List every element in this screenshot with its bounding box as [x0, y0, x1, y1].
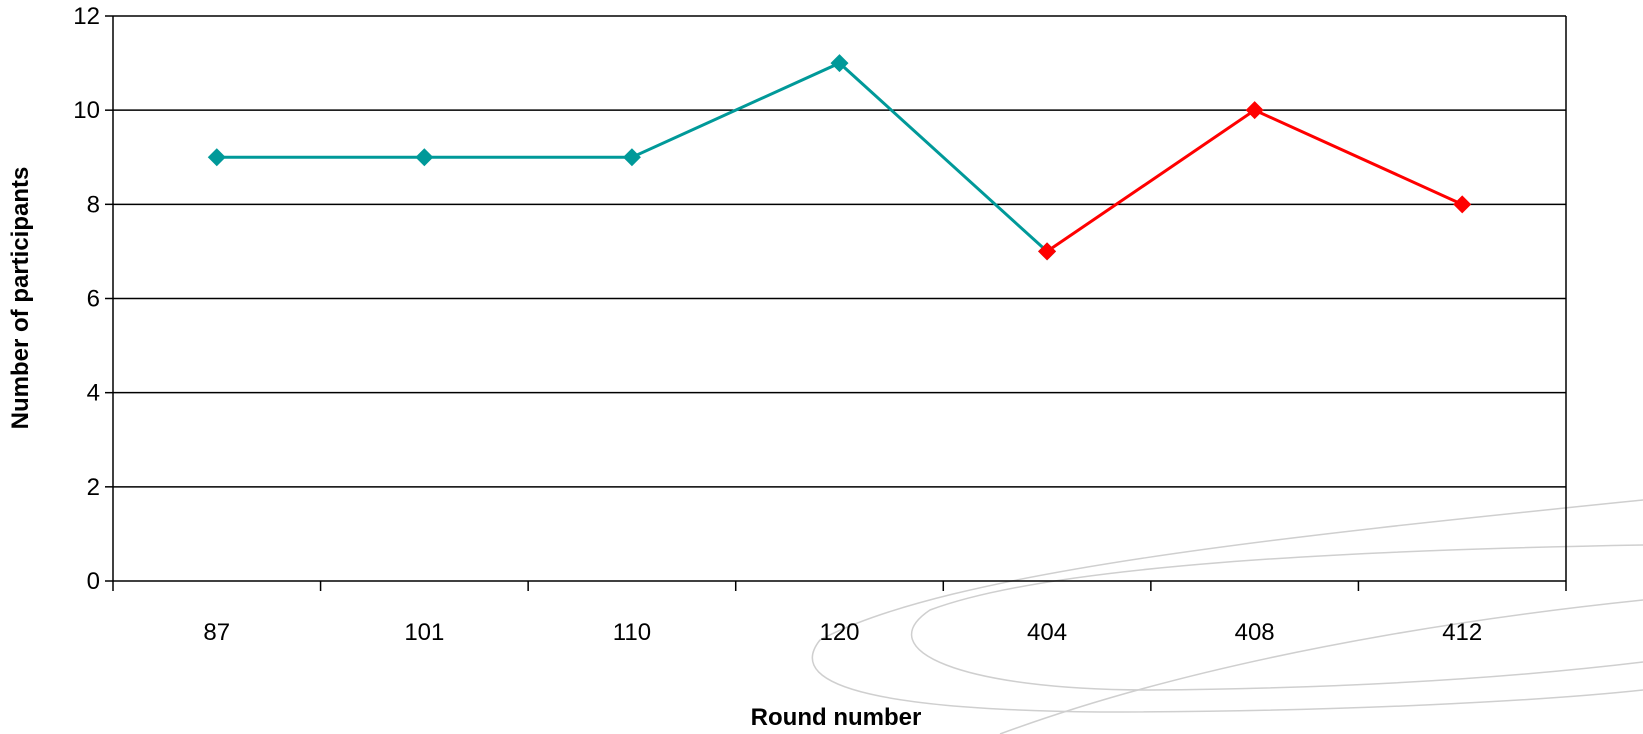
series-markers [207, 54, 1472, 261]
y-tick-label: 6 [87, 286, 100, 313]
x-tick-label: 404 [1027, 619, 1067, 646]
x-tick-label: 87 [203, 619, 230, 646]
data-point [1453, 195, 1472, 214]
axes [105, 15, 1567, 591]
y-tick-labels: 0 2 4 6 8 10 12 [73, 3, 100, 595]
y-tick-label: 8 [87, 191, 100, 218]
y-axis-title: Number of participants [7, 167, 34, 430]
x-axis-title: Round number [751, 704, 922, 731]
x-tick-label: 412 [1442, 619, 1482, 646]
data-point [830, 54, 849, 73]
gridlines [113, 15, 1566, 488]
data-point [207, 148, 226, 167]
y-tick-label: 10 [73, 97, 100, 124]
series-line-2 [1046, 108, 1463, 253]
x-tick-labels: 87 101 110 120 404 408 412 [203, 619, 1482, 646]
data-point [415, 148, 434, 167]
y-tick-label: 0 [87, 568, 100, 595]
y-tick-label: 2 [87, 474, 100, 501]
data-point [1245, 101, 1264, 120]
x-tick-label: 101 [404, 619, 444, 646]
data-point [622, 148, 641, 167]
y-tick-label: 12 [73, 3, 100, 30]
series-lines [216, 61, 1463, 253]
y-tick-label: 4 [87, 380, 100, 407]
data-point [1038, 242, 1057, 261]
x-tick-label: 408 [1235, 619, 1275, 646]
x-tick-label: 120 [819, 619, 859, 646]
x-tick-label: 110 [613, 619, 651, 646]
background-swoosh [811, 499, 1643, 734]
